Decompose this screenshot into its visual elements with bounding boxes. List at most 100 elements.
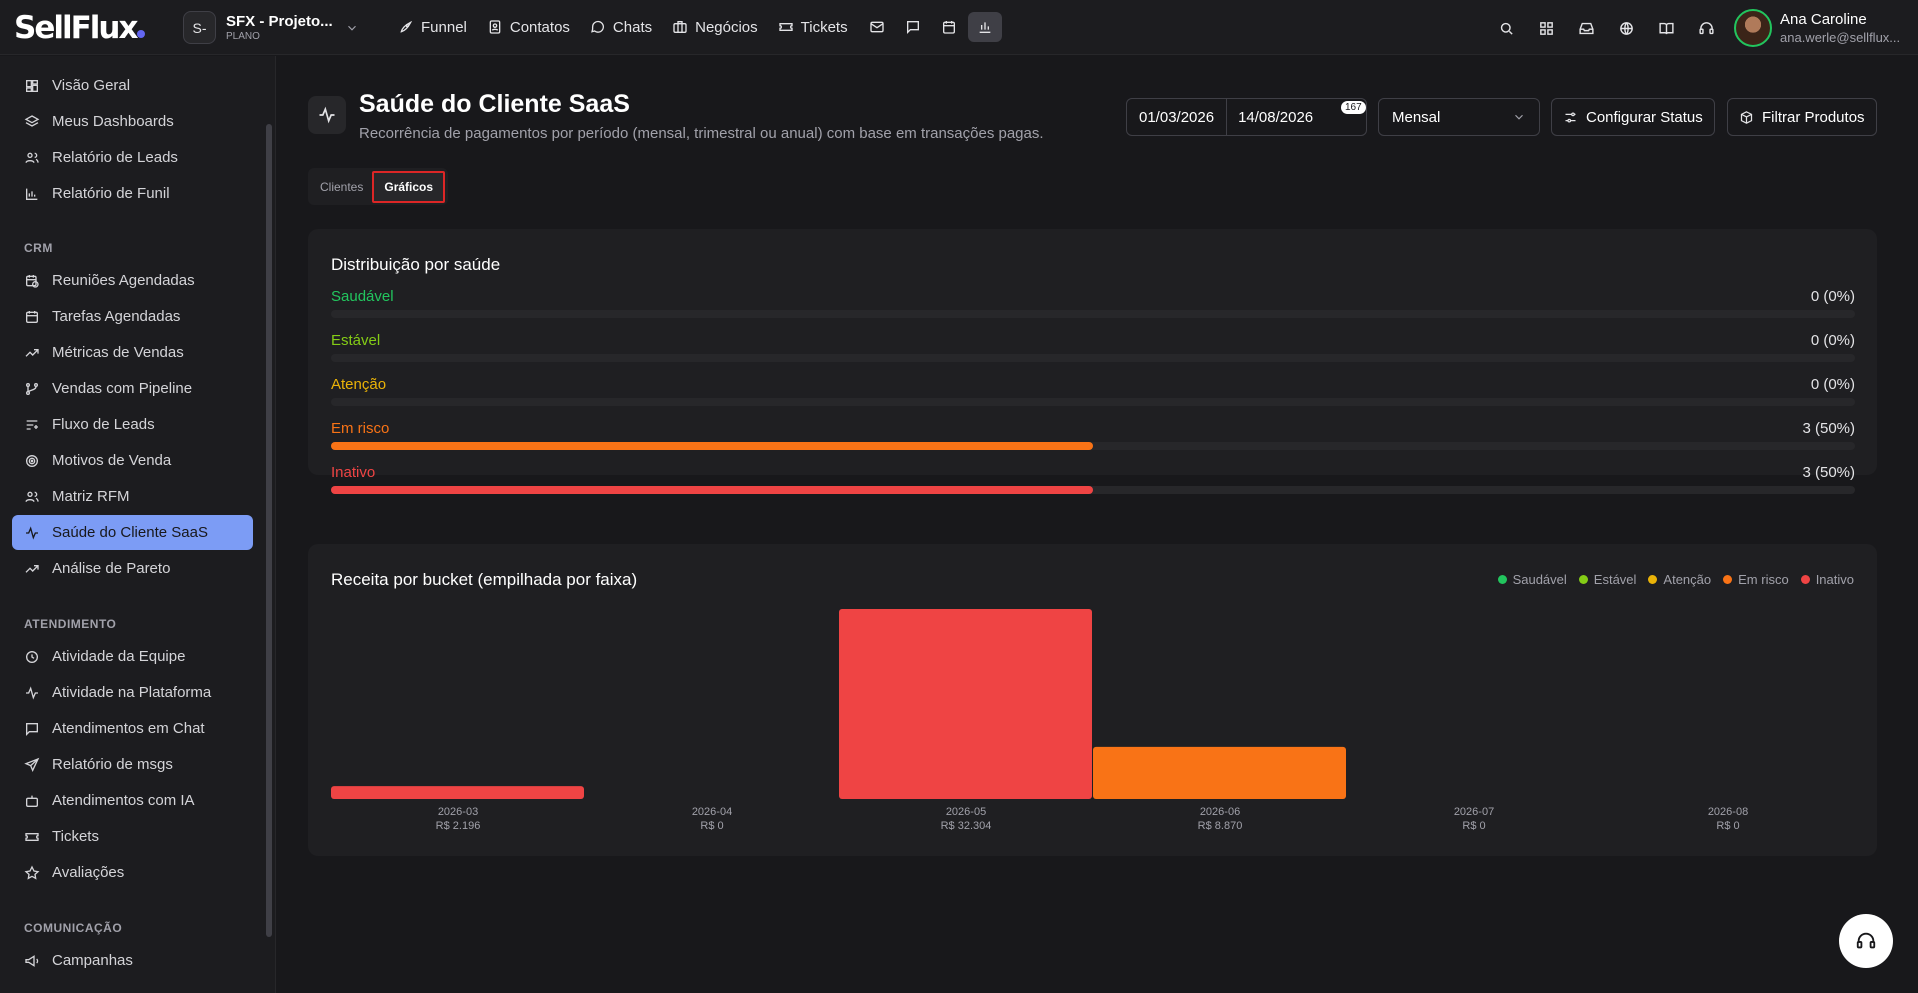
trending-up-icon bbox=[25, 564, 39, 573]
filter-products-button[interactable]: Filtrar Produtos bbox=[1727, 98, 1877, 136]
sidebar-item-tickets[interactable]: Tickets bbox=[12, 819, 253, 854]
bucket-total-label: R$ 2.196 bbox=[436, 820, 481, 832]
date-range-picker[interactable]: 01/03/2026 14/08/2026 bbox=[1126, 98, 1367, 136]
sidebar-item-atividade-plataforma[interactable]: Atividade na Plataforma bbox=[12, 675, 253, 710]
nav-funnel-label: Funnel bbox=[421, 18, 467, 36]
health-row-value: 0 (0%) bbox=[1810, 288, 1855, 305]
main-content: Saúde do Cliente SaaS Recorrência de pag… bbox=[277, 56, 1918, 993]
sidebar-item-analise-pareto[interactable]: Análise de Pareto bbox=[12, 551, 253, 586]
docs-button[interactable] bbox=[1646, 14, 1686, 42]
health-progress-track bbox=[331, 310, 1855, 318]
sidebar-item-matriz-rfm[interactable]: Matriz RFM bbox=[12, 479, 253, 514]
nav-negocios-label: Negócios bbox=[695, 18, 758, 36]
legend-item: Em risco bbox=[1723, 572, 1789, 587]
nav-messages[interactable] bbox=[896, 12, 930, 42]
support-button[interactable] bbox=[1686, 14, 1726, 42]
sidebar-item-fluxo-leads[interactable]: Fluxo de Leads bbox=[12, 407, 253, 442]
calendar-clock-icon bbox=[26, 274, 39, 288]
nav-funnel[interactable]: Funnel bbox=[390, 12, 475, 42]
chart-legend: Saudável Estável Atenção Em risco Inativo bbox=[1486, 572, 1854, 587]
legend-label: Estável bbox=[1593, 572, 1637, 587]
health-progress-track bbox=[331, 398, 1855, 406]
sidebar-item-atendimentos-chat[interactable]: Atendimentos em Chat bbox=[12, 711, 253, 746]
legend-color-dot bbox=[1578, 575, 1588, 584]
chart-bar-2026-05-inativo[interactable] bbox=[839, 609, 1092, 799]
sidebar-item-relatorio-msgs[interactable]: Relatório de msgs bbox=[12, 747, 253, 782]
nav-tickets[interactable]: Tickets bbox=[770, 12, 856, 42]
bucket-total-label: R$ 0 bbox=[700, 820, 723, 832]
legend-item: Atenção bbox=[1648, 572, 1711, 587]
bar-chart-icon bbox=[979, 22, 990, 33]
revenue-bar-chart: 2026-03 R$ 2.196 2026-04 R$ 0 2026-05 R$ 32.3… bbox=[331, 609, 1748, 832]
chart-title: Receita por bucket (empilhada por faixa) bbox=[331, 570, 638, 589]
sidebar-item-label: Atendimentos em Chat bbox=[52, 720, 205, 737]
sidebar-item-metricas-vendas[interactable]: Métricas de Vendas bbox=[12, 335, 253, 370]
nav-chats-label: Chats bbox=[612, 18, 653, 36]
sellflux-logo[interactable]: SellFlux bbox=[14, 10, 146, 46]
health-progress-track bbox=[331, 354, 1855, 362]
sidebar-scrollbar[interactable] bbox=[266, 124, 272, 937]
sidebar-item-relatorio-funil[interactable]: Relatório de Funil bbox=[12, 176, 253, 211]
nav-chats[interactable]: Chats bbox=[582, 12, 660, 42]
project-selector[interactable]: S- SFX - Projeto... PLANO bbox=[183, 11, 359, 44]
top-right-actions bbox=[1486, 14, 1726, 42]
sidebar-item-label: Atividade na Plataforma bbox=[52, 684, 212, 701]
sidebar-item-tarefas[interactable]: Tarefas Agendadas bbox=[12, 299, 253, 334]
health-row-value: 3 (50%) bbox=[1802, 420, 1855, 437]
nav-negocios[interactable]: Negócios bbox=[664, 12, 766, 42]
sidebar-item-label: Visão Geral bbox=[52, 77, 131, 94]
sidebar-item-label: Meus Dashboards bbox=[52, 113, 174, 130]
sidebar-item-label: Tarefas Agendadas bbox=[52, 308, 181, 325]
sidebar-item-visao-geral[interactable]: Visão Geral bbox=[12, 68, 253, 103]
sidebar-item-label: Vendas com Pipeline bbox=[52, 380, 193, 397]
chart-bar-2026-06-em-risco[interactable] bbox=[1093, 746, 1346, 799]
send-icon bbox=[24, 757, 40, 772]
help-chat-button[interactable] bbox=[1839, 914, 1893, 968]
package-icon bbox=[1740, 110, 1753, 124]
chart-bar-2026-03-inativo[interactable] bbox=[331, 786, 584, 799]
sidebar-item-avaliacoes[interactable]: Avaliações bbox=[12, 855, 253, 890]
globe-icon bbox=[1619, 21, 1633, 35]
date-start[interactable]: 01/03/2026 bbox=[1127, 99, 1228, 135]
contact-book-icon bbox=[489, 20, 501, 34]
sidebar-item-reunioes[interactable]: Reuniões Agendadas bbox=[12, 263, 253, 298]
ticket-icon bbox=[25, 832, 39, 841]
nav-email[interactable] bbox=[860, 12, 894, 42]
top-bar: SellFlux S- SFX - Projeto... PLANO Funne… bbox=[0, 0, 1918, 55]
tab-graficos[interactable]: Gráficos bbox=[372, 170, 446, 203]
configure-status-label: Configurar Status bbox=[1586, 108, 1703, 126]
page-title: Saúde do Cliente SaaS bbox=[359, 90, 630, 118]
sidebar-item-relatorio-leads[interactable]: Relatório de Leads bbox=[12, 140, 253, 175]
sidebar-item-vendas-pipeline[interactable]: Vendas com Pipeline bbox=[12, 371, 253, 406]
sidebar-item-campanhas[interactable]: Campanhas bbox=[12, 943, 253, 978]
sidebar-item-label: Relatório de Leads bbox=[52, 149, 178, 166]
sidebar-item-atividade-equipe[interactable]: Atividade da Equipe bbox=[12, 639, 253, 674]
sidebar-item-meus-dashboards[interactable]: Meus Dashboards bbox=[12, 104, 253, 139]
sidebar-item-label: Campanhas bbox=[52, 952, 133, 969]
nav-contatos[interactable]: Contatos bbox=[479, 12, 578, 42]
globe-button[interactable] bbox=[1606, 14, 1646, 42]
nav-reports[interactable] bbox=[967, 12, 1002, 42]
search-button[interactable] bbox=[1486, 14, 1526, 42]
period-select[interactable]: Mensal bbox=[1378, 98, 1540, 136]
date-end[interactable]: 14/08/2026 bbox=[1238, 108, 1314, 126]
apps-button[interactable] bbox=[1526, 14, 1566, 42]
tab-clientes[interactable]: Clientes bbox=[320, 179, 364, 194]
bucket-total-label: R$ 32.304 bbox=[941, 820, 992, 832]
nav-tickets-label: Tickets bbox=[800, 18, 848, 36]
calendar-icon bbox=[26, 310, 38, 323]
inbox-button[interactable] bbox=[1566, 14, 1606, 42]
configure-status-button[interactable]: Configurar Status bbox=[1551, 98, 1715, 136]
filter-products-label: Filtrar Produtos bbox=[1762, 108, 1865, 126]
sidebar-item-motivos-venda[interactable]: Motivos de Venda bbox=[12, 443, 253, 478]
sidebar-item-saude-cliente[interactable]: Saúde do Cliente SaaS bbox=[12, 515, 253, 550]
chevron-down-icon bbox=[1515, 114, 1523, 120]
nav-calendar[interactable] bbox=[932, 12, 966, 42]
sidebar: Visão Geral Meus Dashboards Relatório de… bbox=[0, 56, 276, 993]
sidebar-item-label: Fluxo de Leads bbox=[52, 416, 155, 433]
x-tick-label: 2026-08 bbox=[1708, 806, 1748, 818]
main-nav: Funnel Contatos Chats Negócios Tickets bbox=[390, 12, 1004, 42]
sidebar-item-atendimentos-ia[interactable]: Atendimentos com IA bbox=[12, 783, 253, 818]
user-menu[interactable]: Ana Caroline ana.werle@sellflux... bbox=[1734, 9, 1900, 47]
view-tabs: Clientes Gráficos bbox=[308, 168, 449, 205]
